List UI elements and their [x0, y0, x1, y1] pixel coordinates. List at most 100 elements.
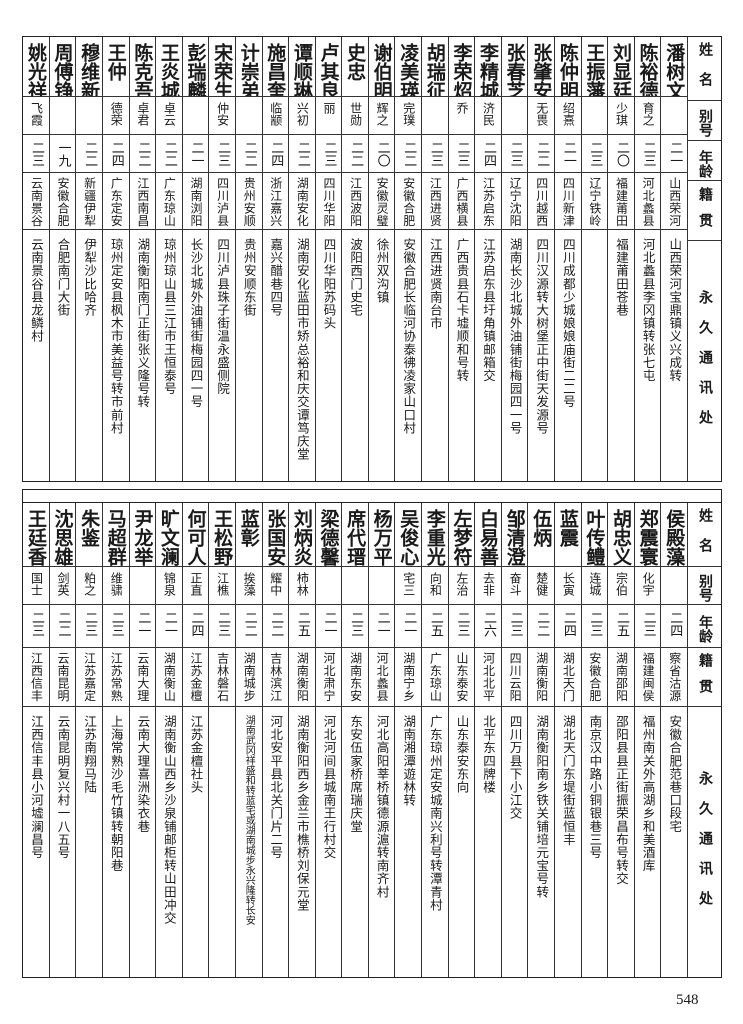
native-text: 江苏金檀 [189, 652, 204, 702]
age-cell: 二三 [634, 135, 661, 174]
name-cell: 张肇安 [528, 37, 555, 98]
native-text: 察省沽源 [667, 652, 682, 702]
name-cell: 谢伯明 [368, 37, 395, 98]
alias-text: 卓君 [135, 102, 150, 127]
person-row: 马超群 维骕 二三 江苏常熟 上海常熟沙毛竹镇转朝阳巷 [101, 503, 129, 977]
age-cell: 二一 [182, 135, 209, 174]
name-text: 邹清澄 [503, 509, 526, 566]
age-text: 二三 [215, 611, 231, 637]
name-text: 姓名 [697, 507, 713, 567]
name-text: 周傅铮 [51, 43, 74, 98]
native-cell: 江西南昌 [129, 173, 156, 230]
address-cell: 伊犁沙比哈齐 [76, 230, 102, 481]
native-text: 辽宁铁岭 [587, 177, 602, 228]
alias-text: 左治 [454, 572, 469, 596]
address-text: 四川成都少城娘娘庙街二二号 [560, 237, 576, 408]
native-cell: 云南大理 [129, 648, 156, 707]
alias-cell: 兴初 [289, 97, 315, 136]
age-text: 二三 [507, 141, 523, 168]
native-text: 四川越西 [534, 177, 549, 228]
alias-text: 绍熹 [561, 102, 576, 127]
native-cell: 福建闽侯 [634, 648, 661, 707]
native-text: 安徽合肥 [587, 652, 602, 702]
alias-cell: 奋斗 [501, 567, 528, 605]
native-cell: 安徽合肥 [395, 173, 422, 230]
native-cell: 广东定安 [102, 173, 129, 230]
alias-text: 化宇 [641, 572, 656, 596]
age-text: 一九 [55, 141, 71, 168]
name-text: 卢其良 [317, 43, 340, 98]
name-text: 计崇弟 [237, 43, 260, 98]
address-cell: 湖南衡阳西乡金兰市樵桥刘保元堂 [289, 707, 315, 977]
address-text: 河北高阳莘桥镇德源滬转南齐村 [374, 715, 390, 899]
alias-text: 世勋 [348, 102, 363, 127]
age-text: 二四 [108, 141, 124, 168]
native-text: 湖南衡阳 [295, 652, 310, 702]
age-text: 二二 [294, 141, 310, 168]
age-cell: 二二 [76, 135, 102, 174]
alias-cell: 德荣 [102, 97, 129, 136]
address-cell [582, 230, 608, 481]
name-text: 旷文澜 [157, 509, 180, 566]
person-row: 计崇弟 二二 贵州安顺 贵州安顺东街 [234, 37, 262, 481]
address-cell: 云南昆明复兴村一八五号 [50, 707, 76, 977]
name-cell: 李重光 [422, 503, 448, 567]
name-text: 李重光 [423, 509, 446, 566]
native-cell: 湖南东安 [342, 648, 368, 707]
native-cell: 湖南衡阳 [289, 648, 315, 707]
name-text: 伍炳 [530, 509, 553, 547]
native-text: 江苏常熟 [109, 652, 124, 702]
alias-text: 无畏 [534, 102, 549, 127]
name-text: 王廷香 [24, 509, 47, 566]
address-text: 广东琼州定安城南兴利号转潭青村 [427, 715, 443, 912]
native-text: 湖南安化 [295, 177, 310, 228]
person-row: 朱鉴 粕之 二三 江苏嘉定 江苏南翔马陆 [75, 503, 102, 977]
native-cell: 浙江嘉兴 [262, 173, 289, 230]
roster-table-top: 姓名 别号 年龄 籍贯 永久通讯处 潘树文 二一 山西荣河 山西荣河宝鼎镇义兴成转 陈裕德 育之 二三… [22, 36, 722, 482]
address-cell: 湖南衡阳南乡铁关铺培元宝号转 [528, 707, 554, 977]
name-cell: 蓝彰 [235, 503, 262, 567]
age-text: 二四 [188, 611, 204, 637]
age-cell: 二二 [289, 135, 315, 174]
native-text: 辽宁沈阳 [508, 177, 523, 228]
alias-cell [49, 97, 76, 136]
alias-cell [581, 97, 608, 136]
native-text: 江苏嘉定 [82, 652, 97, 702]
name-cell: 王炎城 [156, 37, 182, 98]
native-cell: 江苏常熟 [102, 648, 129, 707]
address-cell: 湖南武冈祥盛和转蓝宅或湖南城步永兴隆转长安 [236, 707, 262, 977]
name-text: 杨万平 [370, 509, 393, 566]
address-cell: 安徽合肥范巷口段宅 [661, 707, 687, 977]
address-text: 东安伍家桥席瑞庆堂 [348, 715, 364, 833]
age-cell: 二三 [634, 605, 661, 648]
person-row: 凌美瑛 完璞 二二 安徽合肥 安徽合肥长临河协泰彿凌家山口村 [394, 37, 422, 481]
person-row: 张肇安 无畏 二二 四川越西 四川汉源转大树堡正中街天发源号 [527, 37, 555, 481]
native-cell: 察省沽源 [661, 648, 687, 707]
native-cell: 四川云阳 [501, 648, 528, 707]
name-text: 穆维新 [78, 43, 101, 98]
address-text: 湖南武冈祥盛和转蓝宅或湖南城步永兴隆转长安 [243, 715, 255, 925]
age-text: 二三 [587, 141, 603, 168]
address-text: 福建莆田苍巷 [614, 237, 630, 317]
native-text: 云南大理 [135, 652, 150, 702]
name-cell: 白易善 [475, 503, 501, 567]
age-cell: 二〇 [608, 135, 634, 174]
age-cell: 二三 [581, 135, 608, 174]
address-cell [209, 707, 235, 977]
alias-cell: 剑英 [49, 567, 76, 605]
native-text: 贵州安顺 [242, 177, 257, 228]
alias-cell: 维骕 [102, 567, 129, 605]
address-cell: 云南大理喜洲染衣巷 [130, 707, 156, 977]
alias-cell: 临颛 [262, 97, 289, 136]
age-cell: 二四 [102, 135, 129, 174]
age-text: 二一 [401, 611, 417, 637]
name-cell: 蓝震 [555, 503, 581, 567]
address-text: 徐州双沟镇 [374, 237, 390, 304]
name-cell: 谭顺琳 [289, 37, 315, 98]
alias-text: 挨藻 [242, 572, 257, 596]
name-text: 左梦符 [450, 509, 473, 566]
native-cell: 四川泸县 [209, 173, 235, 230]
age-cell: 二三 [342, 605, 368, 648]
person-row: 张国安 耀中 二二 吉林滨江 河北安平县北关门片二号 [261, 503, 289, 977]
native-text: 江西进贤 [428, 177, 443, 228]
